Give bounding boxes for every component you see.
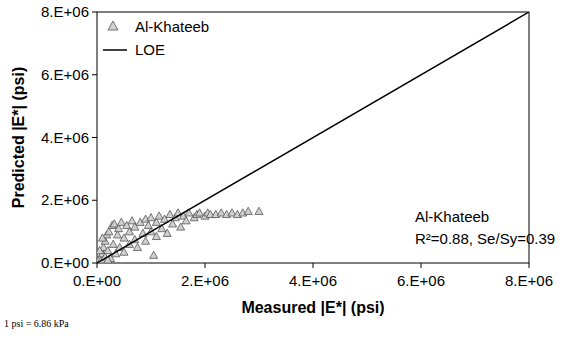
- data-point: [98, 234, 106, 241]
- legend-label: Al-Khateeb: [135, 18, 209, 35]
- data-point: [147, 214, 155, 221]
- data-point: [142, 237, 150, 244]
- y-axis-title: Predicted |E*| (psi): [10, 67, 27, 208]
- data-point: [150, 251, 158, 258]
- data-point: [97, 246, 104, 253]
- plot-data: [97, 12, 529, 263]
- x-tick: [313, 263, 314, 268]
- x-tick: [205, 263, 206, 268]
- x-axis-title: Measured |E*| (psi): [241, 299, 384, 316]
- data-point: [163, 229, 171, 236]
- x-tick-label: 4.E+06: [289, 272, 337, 289]
- legend-label: LOE: [135, 41, 165, 58]
- plot-frame: [97, 12, 529, 263]
- x-tick: [97, 263, 98, 268]
- data-point: [134, 243, 142, 250]
- y-tick: [92, 263, 97, 264]
- y-tick-label: 4.E+06: [41, 129, 89, 146]
- x-tick-label: 0.E+00: [73, 272, 121, 289]
- y-tick: [92, 12, 97, 13]
- data-point: [152, 232, 160, 239]
- x-tick-label: 6.E+06: [397, 272, 445, 289]
- data-point: [196, 209, 204, 216]
- legend-line: [103, 49, 127, 51]
- x-tick-label: 2.E+06: [181, 272, 229, 289]
- y-tick-label: 0.E+00: [41, 254, 89, 271]
- y-tick: [92, 74, 97, 75]
- data-point: [109, 240, 117, 247]
- data-point: [117, 218, 125, 225]
- data-point: [244, 207, 252, 214]
- y-tick: [92, 137, 97, 138]
- chart: 0.E+00 2.E+06 4.E+06 6.E+06 8.E+06 0.E+00 2.E+…: [0, 0, 564, 339]
- y-tick-label: 8.E+06: [41, 3, 89, 20]
- y-tick: [92, 200, 97, 201]
- data-point: [255, 207, 263, 214]
- x-tick: [421, 263, 422, 268]
- data-point: [155, 212, 163, 219]
- x-tick-label: 8.E+06: [505, 272, 553, 289]
- loe-line: [97, 12, 529, 263]
- x-tick: [529, 263, 530, 268]
- y-tick-label: 2.E+06: [41, 191, 89, 208]
- legend-marker: [108, 21, 118, 30]
- data-point: [110, 220, 118, 227]
- annotation: R²=0.88, Se/Sy=0.39: [415, 230, 555, 247]
- footnote: 1 psi = 6.86 kPa: [4, 318, 69, 329]
- data-point: [166, 210, 174, 217]
- y-tick-label: 6.E+06: [41, 66, 89, 83]
- annotation: Al-Khateeb: [415, 208, 489, 225]
- data-point: [182, 217, 190, 224]
